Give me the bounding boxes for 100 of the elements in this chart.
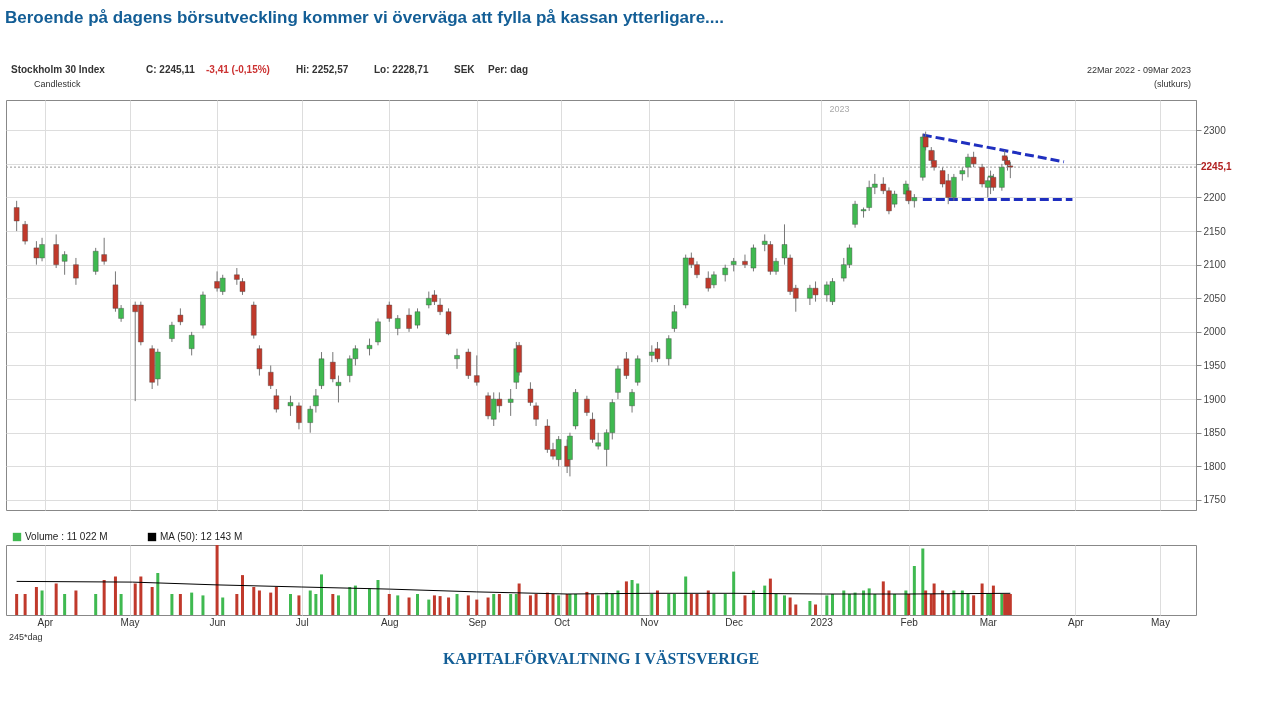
candlestick [589, 412, 596, 444]
bar [15, 594, 19, 615]
chart-title: Beroende på dagens börsutveckling kommer vi överväga att fylla på kassan ytterligare.... [5, 7, 724, 27]
candlestick [931, 149, 937, 172]
bar [235, 594, 239, 615]
candlestick [273, 388, 280, 414]
candlestick [666, 334, 672, 366]
candlestick [474, 354, 480, 387]
x-tick-label: Apr [37, 616, 54, 628]
bar [545, 592, 549, 615]
bar [768, 578, 772, 615]
y-tick-label: 2300 [1203, 124, 1227, 136]
bar [221, 597, 225, 615]
bar [557, 595, 561, 615]
bar [873, 594, 877, 615]
bar [921, 548, 925, 615]
bar [432, 595, 436, 615]
bar [438, 596, 442, 615]
bar [980, 583, 984, 615]
bar [574, 594, 578, 615]
bar [986, 594, 990, 615]
bar [139, 576, 143, 615]
bar [989, 594, 993, 615]
bar [814, 604, 818, 615]
bar [156, 573, 160, 615]
x-tick-label: Apr [1067, 616, 1085, 628]
bar [492, 594, 496, 615]
bar [331, 594, 335, 615]
candlestick [414, 307, 421, 330]
bar [966, 594, 970, 615]
candlestick [13, 200, 20, 232]
text: Hi: 2252,57 [296, 64, 349, 75]
bar [376, 580, 380, 615]
bar [830, 594, 834, 615]
bar [893, 594, 897, 615]
bar [551, 594, 555, 615]
text: (slutkurs) [1153, 79, 1191, 89]
bar [794, 604, 798, 615]
bar [763, 585, 767, 615]
x-tick-label: Jul [295, 616, 309, 628]
bar [636, 583, 640, 615]
text: SEK [454, 64, 476, 75]
bar [706, 590, 710, 615]
bar [534, 594, 538, 615]
x-tick-label: May [1150, 616, 1170, 628]
candlestick [567, 432, 573, 477]
text: 22Mar 2022 - 09Mar 2023 [1086, 65, 1191, 75]
bar [320, 574, 324, 615]
candlestick [256, 344, 263, 377]
text: C: 2245,11 [146, 64, 196, 75]
candlestick [395, 314, 401, 336]
x-tick-label: Dec [725, 616, 744, 628]
bar [952, 590, 956, 615]
candlestick [635, 354, 641, 387]
bar [514, 594, 518, 615]
bar [314, 594, 318, 615]
bar [274, 587, 278, 615]
bar [23, 594, 27, 615]
bar [723, 594, 727, 615]
legend-label: Volume : 11 022 M [25, 531, 108, 542]
bar [655, 590, 659, 615]
bar [170, 594, 174, 615]
y-tick-label: 2000 [1203, 326, 1227, 338]
bar [150, 587, 154, 615]
bar [486, 597, 490, 615]
candlestick [445, 307, 452, 336]
bar [616, 590, 620, 615]
bar [528, 595, 532, 615]
bar [788, 597, 792, 615]
bar [689, 594, 693, 615]
bar [605, 592, 609, 615]
bar [102, 580, 106, 615]
bar [40, 590, 44, 615]
y-tick-label: 1750 [1203, 494, 1227, 506]
bar [808, 601, 812, 615]
candlestick [22, 220, 28, 246]
bar [591, 594, 595, 615]
x-tick-label: Nov [640, 616, 659, 628]
candlestick [101, 237, 107, 266]
bar [54, 583, 58, 615]
bar [695, 594, 699, 615]
x-tick-label: Aug [380, 616, 399, 628]
y-tick-label: 2050 [1203, 292, 1227, 304]
x-tick-label: Sep [468, 616, 487, 628]
y-tick-label: 1800 [1203, 460, 1227, 472]
candlestick [386, 301, 392, 323]
bar [509, 594, 513, 615]
bar [427, 599, 431, 615]
bar [455, 594, 459, 615]
bar [447, 597, 451, 615]
bar [201, 595, 205, 615]
bar [853, 592, 857, 615]
bar [932, 583, 936, 615]
candlestick [53, 233, 59, 269]
bar [297, 595, 301, 615]
bar [288, 594, 292, 615]
candlestick [188, 331, 195, 356]
bar [119, 594, 123, 615]
bar [387, 594, 391, 615]
text: Stockholm 30 Index [11, 64, 106, 75]
